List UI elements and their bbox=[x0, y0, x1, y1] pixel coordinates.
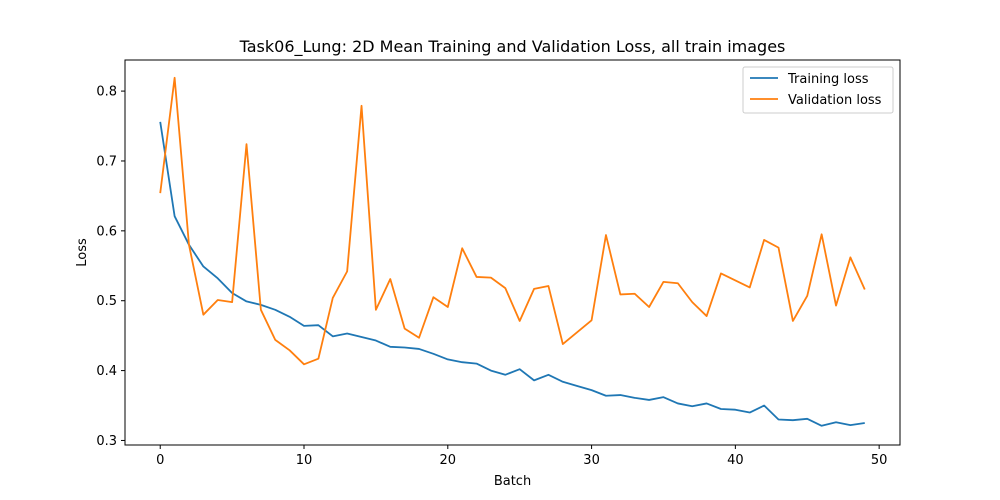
plot-frame bbox=[124, 59, 901, 446]
y-tick-label: 0.6 bbox=[96, 224, 117, 239]
x-tick-label: 10 bbox=[296, 453, 313, 468]
legend-label-training: Training loss bbox=[787, 72, 869, 87]
x-tick-label: 30 bbox=[583, 453, 600, 468]
x-tick-label: 20 bbox=[440, 453, 457, 468]
legend-box bbox=[742, 66, 894, 114]
legend-label-validation: Validation loss bbox=[788, 93, 882, 108]
ticks-layer: 0 10 20 30 40 50 0.3 0.4 0.5 0.6 0.7 0.8 bbox=[96, 85, 887, 468]
x-tick-label: 50 bbox=[871, 453, 888, 468]
series-layer bbox=[159, 76, 866, 427]
series-line-training bbox=[159, 121, 865, 427]
chart-title: Task06_Lung: 2D Mean Training and Valida… bbox=[239, 37, 786, 57]
y-tick-label: 0.3 bbox=[96, 434, 117, 449]
series-line-validation bbox=[159, 76, 866, 366]
y-tick-label: 0.4 bbox=[96, 364, 117, 379]
y-axis-label: Loss bbox=[75, 238, 90, 267]
x-axis-label: Batch bbox=[494, 474, 531, 489]
x-tick-label: 0 bbox=[156, 453, 164, 468]
x-tick-label: 40 bbox=[727, 453, 744, 468]
y-tick-label: 0.5 bbox=[96, 294, 117, 309]
y-tick-label: 0.7 bbox=[96, 154, 117, 169]
y-tick-label: 0.8 bbox=[96, 85, 117, 100]
legend: Training loss Validation loss bbox=[742, 66, 894, 114]
